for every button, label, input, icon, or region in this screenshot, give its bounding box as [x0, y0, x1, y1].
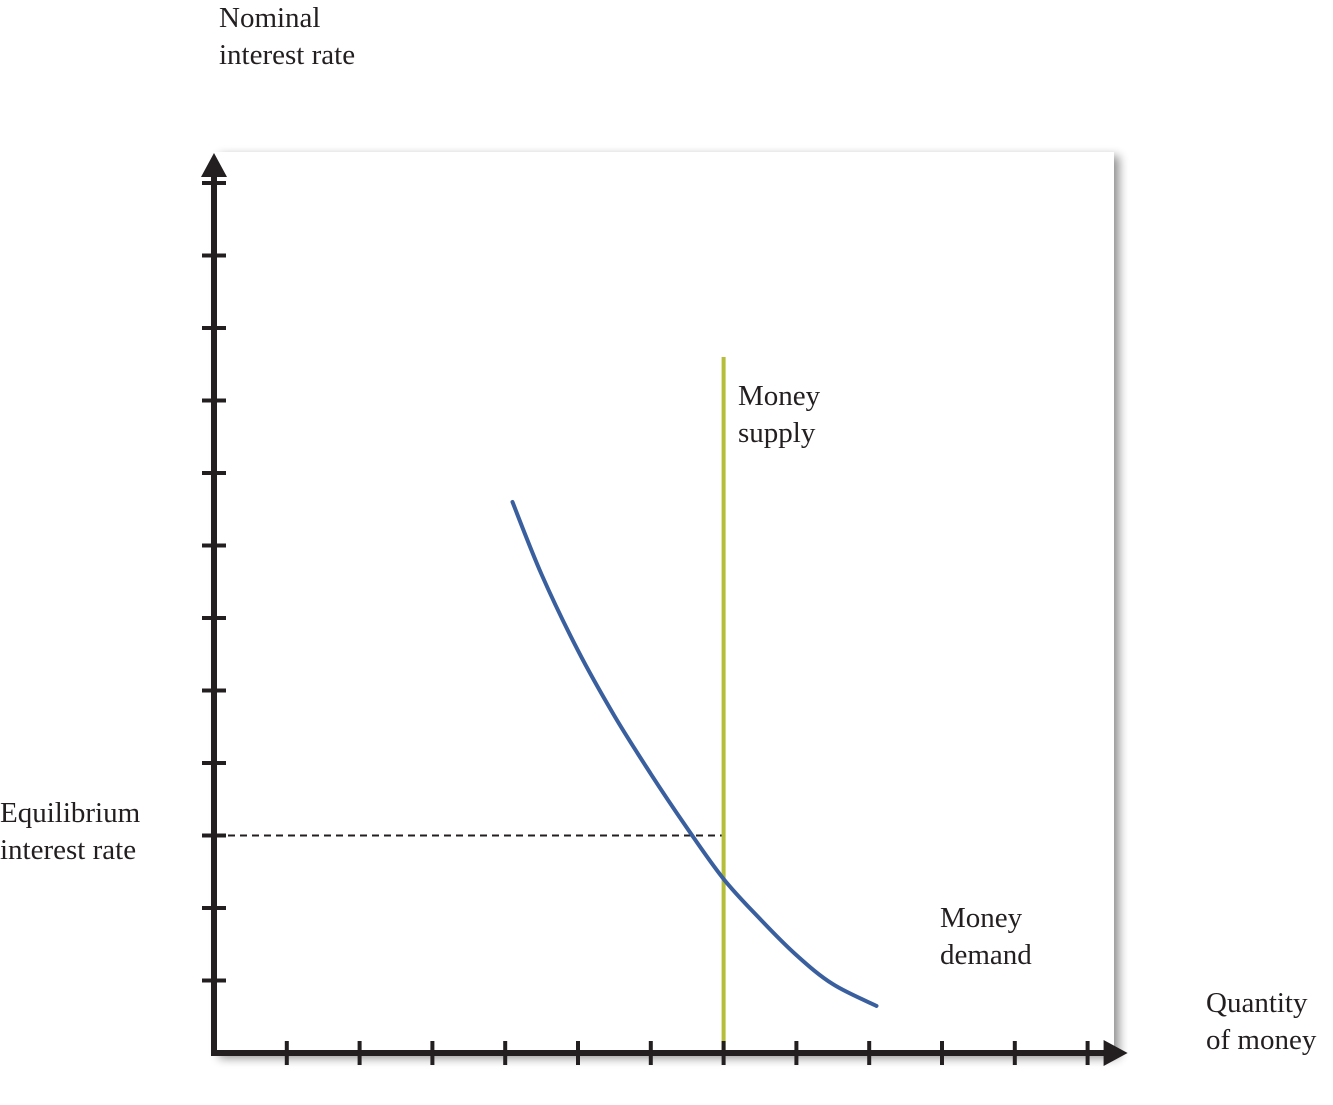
money-demand-label-line-1: Money: [940, 902, 1023, 934]
money-supply-label-line-2: supply: [738, 417, 816, 449]
money-demand-label: Money demand: [940, 900, 1032, 974]
x-axis-title-line-2: of money: [1206, 1024, 1317, 1056]
y-axis-title-line-1: Nominal: [219, 2, 321, 34]
y-axis-arrowhead: [201, 153, 227, 177]
equilibrium-label: Equilibrium interest rate: [0, 795, 140, 869]
y-axis-title: Nominal interest rate: [219, 0, 355, 74]
money-supply-label: Money supply: [738, 378, 820, 452]
money-demand-curve: [510, 500, 879, 1008]
money-supply-label-line-1: Money: [738, 380, 821, 412]
y-axis-title-line-2: interest rate: [219, 39, 356, 71]
equilibrium-label-line-2: interest rate: [0, 834, 137, 866]
money-demand-label-line-2: demand: [940, 939, 1032, 971]
x-axis-title: Quantity of money: [1206, 985, 1316, 1059]
x-axis-arrowhead: [1103, 1040, 1128, 1066]
plot-area: [214, 152, 1114, 1054]
equilibrium-label-line-1: Equilibrium: [0, 797, 141, 829]
x-axis-title-line-1: Quantity: [1206, 987, 1308, 1019]
